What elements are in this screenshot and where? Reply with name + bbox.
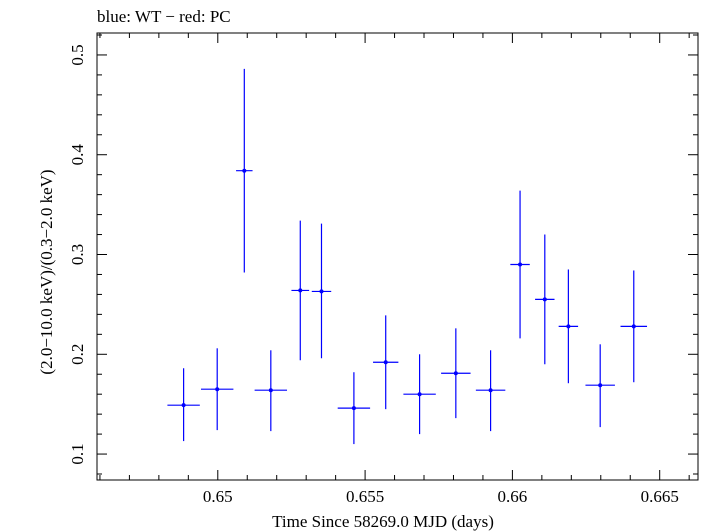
point-marker: [417, 392, 422, 397]
point-marker: [383, 360, 388, 365]
x-tick-labels: 0.65 0.655 0.66 0.665: [203, 487, 679, 506]
data-point: [254, 350, 288, 432]
x-tick-label: 0.665: [641, 487, 679, 506]
point-marker: [453, 371, 458, 376]
point-marker: [215, 387, 220, 392]
y-tick-label: 0.5: [68, 44, 87, 65]
point-marker: [351, 406, 356, 411]
x-tick-label: 0.65: [203, 487, 233, 506]
y-axis-label: (2.0−10.0 keV)/(0.3−2.0 keV): [37, 169, 56, 374]
data-point: [403, 354, 436, 435]
y-tick-labels: 0.1 0.2 0.3 0.4 0.5: [68, 44, 87, 464]
axis-ticks: [97, 33, 698, 480]
point-marker: [319, 289, 324, 294]
data-point: [510, 190, 530, 339]
point-marker: [181, 403, 186, 408]
point-marker: [298, 288, 303, 293]
y-tick-label: 0.1: [68, 443, 87, 464]
data-point: [373, 315, 399, 410]
data-point: [291, 220, 310, 361]
data-point: [441, 328, 471, 419]
data-point: [535, 234, 555, 365]
data-point: [337, 372, 371, 445]
plot-frame: [96, 32, 699, 481]
point-marker: [242, 168, 247, 173]
x-tick-label: 0.655: [346, 487, 384, 506]
y-tick-label: 0.2: [68, 344, 87, 365]
point-marker: [598, 383, 603, 388]
data-point: [620, 270, 648, 383]
data-point: [167, 368, 200, 442]
y-tick-label: 0.4: [68, 144, 87, 166]
data-point: [200, 348, 234, 431]
point-marker: [566, 324, 571, 329]
y-tick-label: 0.3: [68, 244, 87, 265]
data-point: [558, 269, 579, 384]
point-marker: [631, 324, 636, 329]
data-point: [475, 350, 506, 432]
point-marker: [542, 297, 547, 302]
point-marker: [268, 388, 273, 393]
point-marker: [488, 388, 493, 393]
point-marker: [518, 262, 523, 267]
chart-title: blue: WT − red: PC: [97, 7, 231, 26]
data-point: [585, 344, 615, 428]
data-point: [236, 68, 253, 273]
x-axis-label: Time Since 58269.0 MJD (days): [272, 512, 494, 531]
data-point: [311, 223, 332, 359]
x-tick-label: 0.66: [498, 487, 528, 506]
data-points: [167, 68, 648, 445]
